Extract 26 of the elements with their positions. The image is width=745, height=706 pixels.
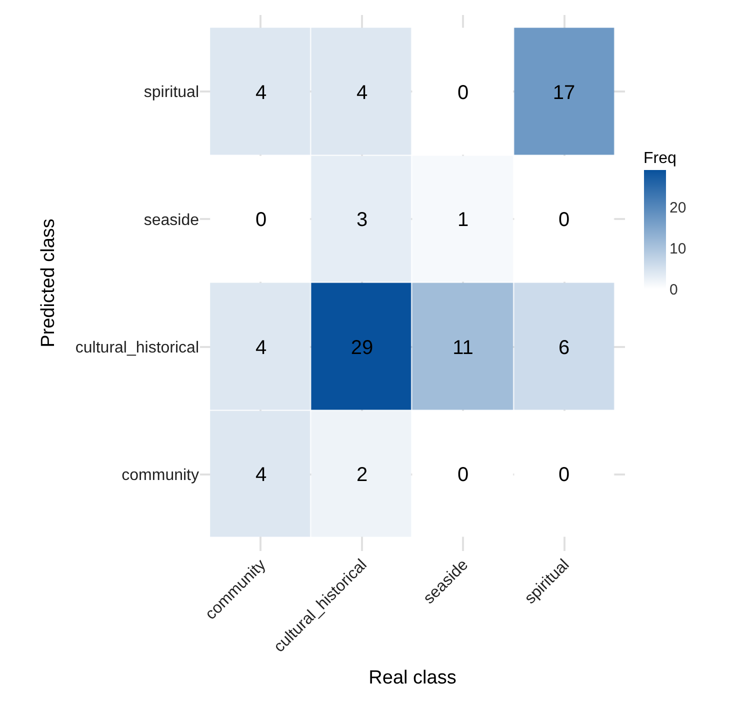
y-tick-label: seaside <box>144 212 200 229</box>
y-tick-label: cultural_historical <box>75 339 199 356</box>
y-tick-label: spiritual <box>144 84 199 102</box>
x-axis-title: Real class <box>368 668 456 689</box>
color-bar-label: 20 <box>670 199 686 216</box>
data-label: 4 <box>255 82 267 104</box>
data-label: 0 <box>457 464 469 486</box>
y-tick-label: community <box>122 467 199 484</box>
color-bar-label: 0 <box>670 281 678 298</box>
data-label: 6 <box>558 337 570 359</box>
color-bar-title: Freq <box>644 150 676 168</box>
data-label: 4 <box>356 82 368 104</box>
color-bar-label: 10 <box>670 240 686 258</box>
data-label: 17 <box>552 82 576 104</box>
data-label: 4 <box>255 337 267 359</box>
data-label: 4 <box>255 464 267 486</box>
data-label: 11 <box>452 337 474 359</box>
data-label: 0 <box>255 209 267 231</box>
data-label: 0 <box>558 464 570 486</box>
data-label: 0 <box>457 82 469 104</box>
data-label: 2 <box>356 464 368 486</box>
data-label: 29 <box>350 337 374 359</box>
data-label: 3 <box>356 209 368 231</box>
y-axis-title: Predicted class <box>38 218 60 348</box>
data-label: 0 <box>558 209 570 231</box>
data-label: 1 <box>457 209 469 231</box>
